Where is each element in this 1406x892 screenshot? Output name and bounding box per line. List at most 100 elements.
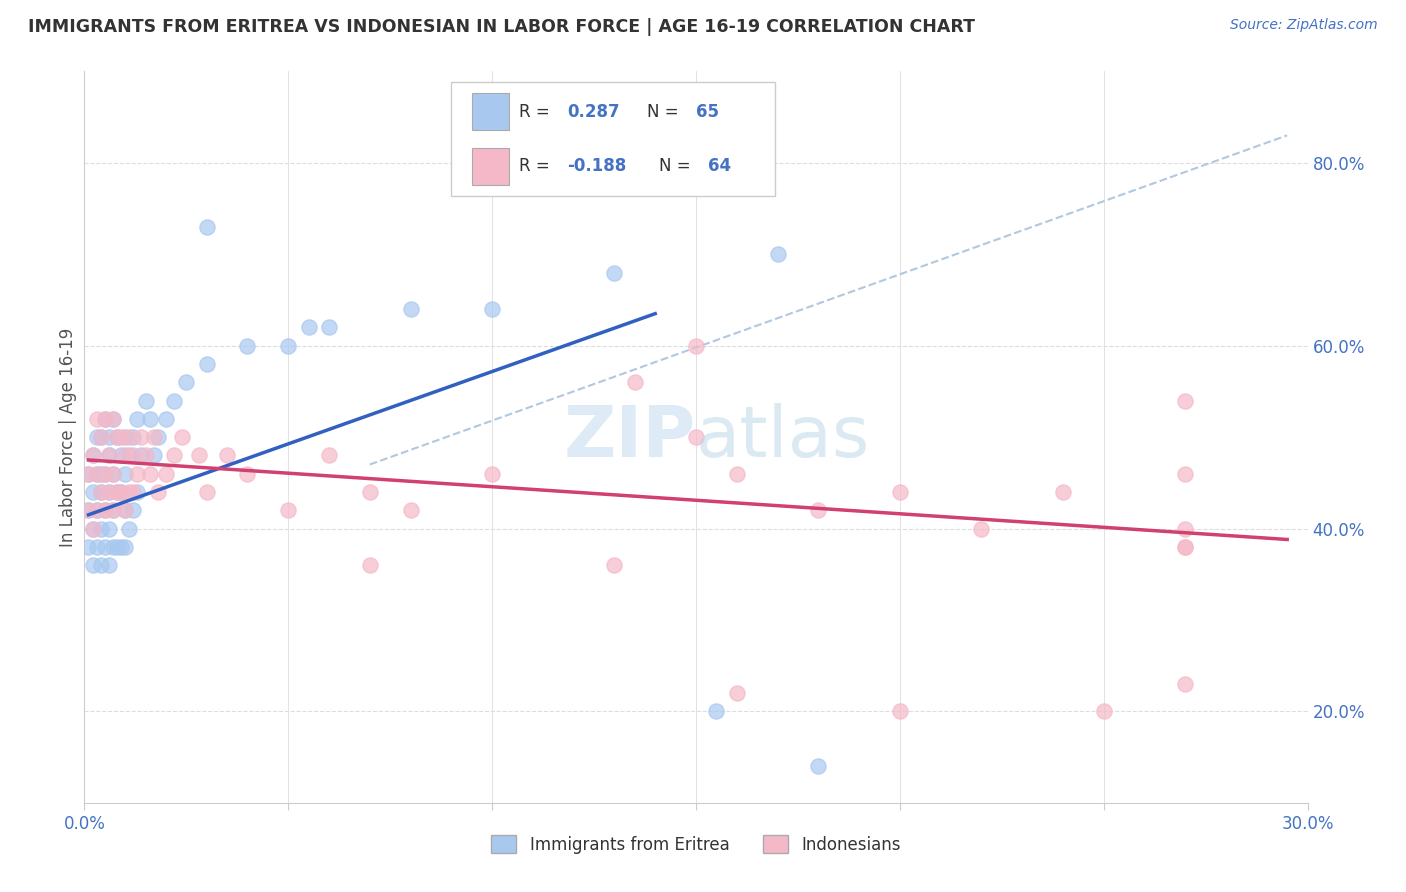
Point bbox=[93, 412, 115, 426]
Point bbox=[399, 503, 422, 517]
Point bbox=[1174, 467, 1197, 481]
Point bbox=[624, 375, 647, 389]
Point bbox=[97, 448, 120, 462]
Point bbox=[970, 521, 993, 535]
Text: R =: R = bbox=[519, 158, 554, 176]
Point bbox=[93, 503, 115, 517]
Point bbox=[685, 430, 707, 444]
Point bbox=[97, 558, 120, 573]
Point bbox=[122, 485, 145, 500]
Text: -0.188: -0.188 bbox=[568, 158, 627, 176]
Text: IMMIGRANTS FROM ERITREA VS INDONESIAN IN LABOR FORCE | AGE 16-19 CORRELATION CHA: IMMIGRANTS FROM ERITREA VS INDONESIAN IN… bbox=[28, 18, 976, 36]
Point bbox=[105, 485, 128, 500]
Point bbox=[127, 412, 149, 426]
Point bbox=[127, 485, 149, 500]
Point bbox=[82, 521, 104, 535]
Point bbox=[146, 485, 169, 500]
Point bbox=[135, 393, 157, 408]
Point bbox=[90, 485, 112, 500]
Point bbox=[93, 467, 115, 481]
Point bbox=[1174, 393, 1197, 408]
Point bbox=[93, 503, 115, 517]
Point bbox=[77, 503, 100, 517]
Point bbox=[93, 540, 115, 554]
Point bbox=[90, 467, 112, 481]
Point bbox=[725, 686, 748, 700]
Legend: Immigrants from Eritrea, Indonesians: Immigrants from Eritrea, Indonesians bbox=[485, 829, 907, 860]
Point bbox=[114, 467, 136, 481]
Point bbox=[110, 540, 132, 554]
Point bbox=[101, 412, 124, 426]
Point bbox=[706, 705, 728, 719]
Point bbox=[138, 467, 160, 481]
Point bbox=[93, 412, 115, 426]
Point bbox=[889, 485, 911, 500]
Point bbox=[118, 448, 141, 462]
Text: 65: 65 bbox=[696, 103, 718, 120]
Point bbox=[277, 338, 299, 352]
Point bbox=[807, 503, 830, 517]
Point bbox=[122, 448, 145, 462]
Text: 0.287: 0.287 bbox=[568, 103, 620, 120]
Point bbox=[114, 503, 136, 517]
Point bbox=[90, 430, 112, 444]
Point bbox=[90, 521, 112, 535]
Point bbox=[766, 247, 789, 261]
Point bbox=[481, 301, 503, 317]
Point bbox=[97, 521, 120, 535]
Point bbox=[138, 412, 160, 426]
Point bbox=[1174, 540, 1197, 554]
Point bbox=[318, 320, 340, 334]
Point bbox=[93, 467, 115, 481]
Point bbox=[1052, 485, 1074, 500]
Text: N =: N = bbox=[659, 158, 696, 176]
Point bbox=[77, 503, 100, 517]
Point bbox=[1174, 677, 1197, 691]
Point bbox=[114, 503, 136, 517]
Text: ZIP: ZIP bbox=[564, 402, 696, 472]
Point bbox=[236, 338, 259, 352]
Point bbox=[82, 558, 104, 573]
Point bbox=[97, 448, 120, 462]
Point bbox=[110, 430, 132, 444]
Point bbox=[101, 503, 124, 517]
Point bbox=[359, 485, 381, 500]
Point bbox=[172, 430, 194, 444]
Point bbox=[101, 467, 124, 481]
Point bbox=[131, 430, 153, 444]
Point bbox=[105, 540, 128, 554]
Point bbox=[86, 467, 108, 481]
Point bbox=[97, 485, 120, 500]
Point bbox=[146, 430, 169, 444]
Point bbox=[277, 503, 299, 517]
Point bbox=[217, 448, 239, 462]
Point bbox=[142, 448, 165, 462]
Point bbox=[82, 448, 104, 462]
Point bbox=[359, 558, 381, 573]
Point bbox=[110, 448, 132, 462]
Point bbox=[86, 503, 108, 517]
Point bbox=[155, 412, 177, 426]
Point bbox=[101, 467, 124, 481]
Point bbox=[236, 467, 259, 481]
Point bbox=[110, 485, 132, 500]
FancyBboxPatch shape bbox=[472, 148, 509, 185]
Point bbox=[118, 485, 141, 500]
Point bbox=[105, 430, 128, 444]
Point bbox=[77, 467, 100, 481]
Point bbox=[101, 412, 124, 426]
Point bbox=[122, 430, 145, 444]
Point bbox=[114, 430, 136, 444]
Point bbox=[82, 485, 104, 500]
Point bbox=[318, 448, 340, 462]
Point bbox=[90, 558, 112, 573]
FancyBboxPatch shape bbox=[451, 82, 776, 195]
Text: R =: R = bbox=[519, 103, 554, 120]
Point bbox=[142, 430, 165, 444]
Text: N =: N = bbox=[647, 103, 683, 120]
Point bbox=[82, 448, 104, 462]
Point bbox=[195, 485, 218, 500]
Point bbox=[122, 503, 145, 517]
Point bbox=[298, 320, 321, 334]
Point bbox=[90, 430, 112, 444]
